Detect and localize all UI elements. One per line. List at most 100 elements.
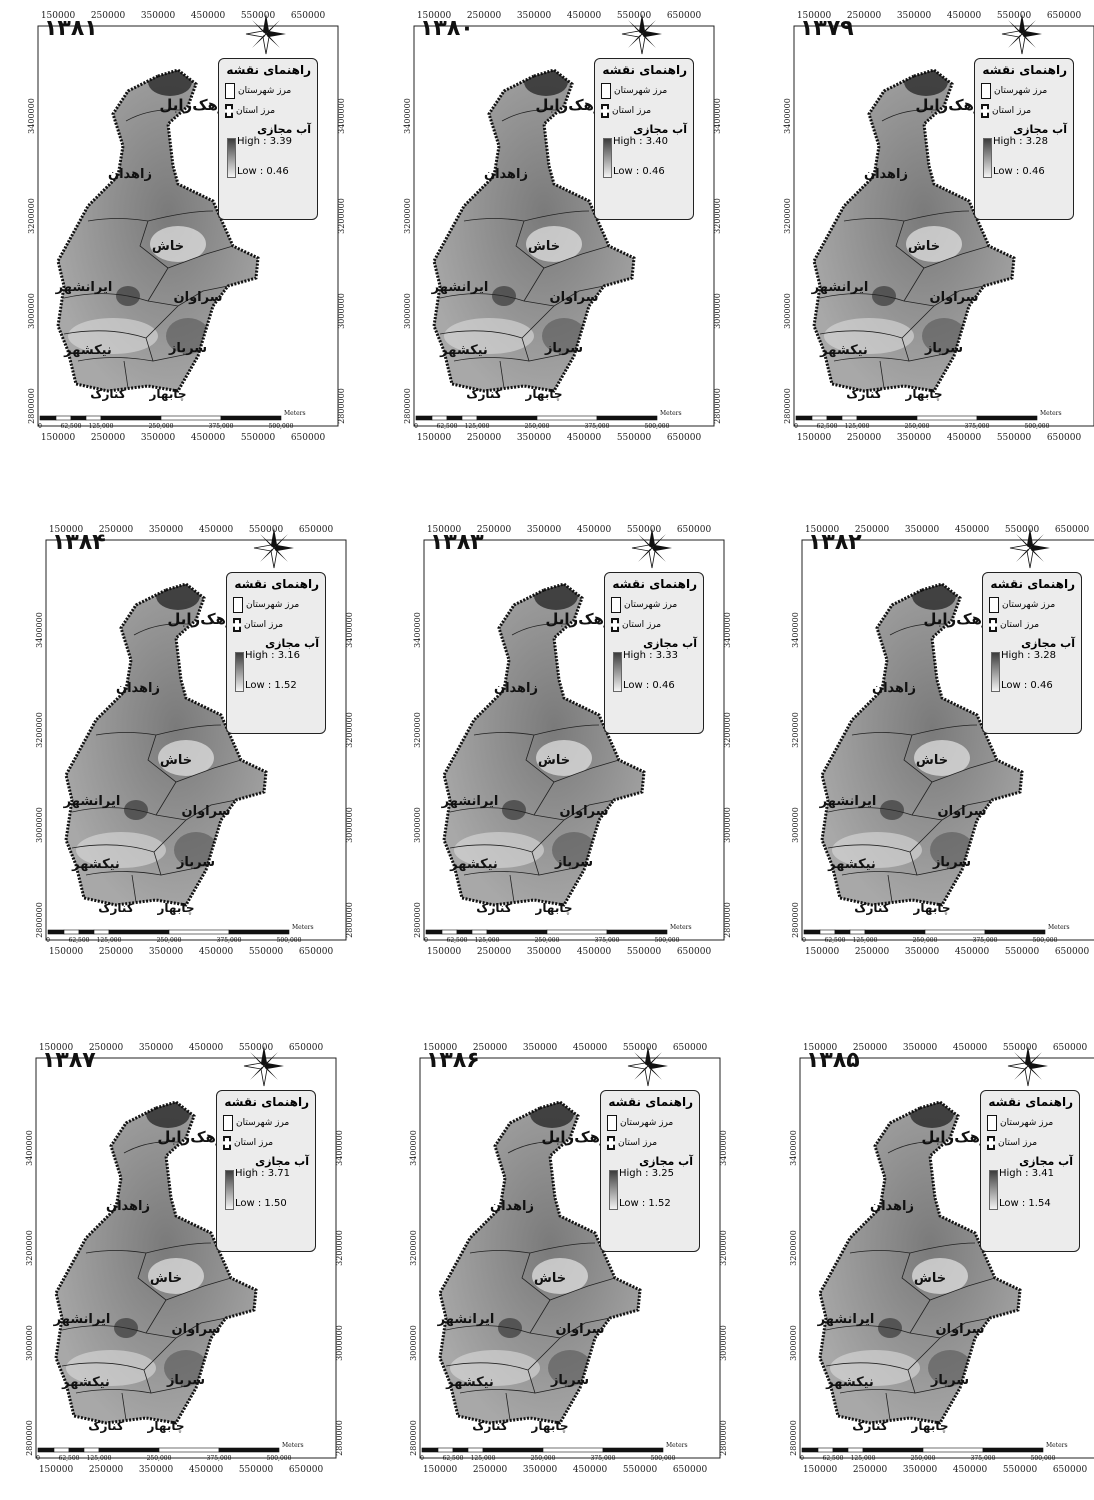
county-border: [463, 871, 540, 876]
scale-bar-label: 375,000: [973, 937, 998, 944]
county-border: [879, 360, 885, 389]
county-border: [63, 305, 179, 339]
x-tick-label-top: 150000: [427, 525, 462, 535]
legend-province-label: مرز استان: [1000, 620, 1040, 630]
province-surface: [56, 1102, 256, 1423]
county-border: [449, 819, 565, 853]
hotspot: [912, 584, 956, 610]
x-tick-label-top: 450000: [199, 525, 234, 535]
x-tick-label-bottom: 150000: [423, 1465, 458, 1475]
legend-title: راهنمای نقشه: [602, 63, 687, 77]
legend-title: راهنمای نقشه: [612, 577, 697, 591]
scale-bar-label: 500,000: [1031, 1455, 1056, 1462]
y-tick-label-right: 2800000: [337, 388, 346, 424]
scale-bar-label: 125,000: [475, 937, 500, 944]
legend-low-value: Low : 1.52: [619, 1198, 671, 1209]
county-label-zahedan: زاهدان: [864, 167, 908, 182]
county-label-nikshahr: نیکشهر: [449, 857, 498, 872]
county-label-iranshahr: ایرانشهر: [63, 794, 121, 809]
y-tick-label-left: 3000000: [35, 807, 44, 843]
y-tick-label-right: 3400000: [719, 1130, 728, 1166]
legend-layer-title: آب مجازی: [643, 637, 697, 650]
y-tick-label-right: 3000000: [335, 1325, 344, 1361]
scale-bar-label: 250,000: [531, 1455, 556, 1462]
county-border: [473, 724, 600, 736]
y-tick-label-left: 3000000: [403, 293, 412, 329]
scale-bar-label: 125,000: [471, 1455, 496, 1462]
scale-bar-label: 500,000: [651, 1455, 676, 1462]
county-border: [841, 871, 918, 876]
county-border: [61, 1299, 167, 1334]
scale-bar-label: 62,500: [61, 423, 82, 430]
legend-county-row: مرز شهرستان: [601, 83, 687, 99]
y-tick-label-left: 3400000: [409, 1130, 418, 1166]
y-tick-label-left: 3400000: [35, 612, 44, 648]
county-border: [155, 799, 237, 821]
county-label-saravan: سراوان: [182, 804, 231, 819]
map-legend: راهنمای نقشه مرز شهرستان مرز استان آب مجازی…: [594, 58, 694, 220]
county-border: [85, 871, 162, 876]
hotspot: [534, 584, 578, 610]
county-label-sarbaz: سرباز: [176, 855, 215, 870]
legend-low-value: Low : 0.46: [993, 166, 1045, 177]
scale-bar: 0 62,500 125,000 250,000 375,000 500,000 Meter…: [38, 410, 306, 430]
y-tick-label-left: 3200000: [783, 198, 792, 234]
scale-bar-label: 375,000: [209, 423, 234, 430]
scale-bar: 0 62,500 125,000 250,000 375,000 500,000 Meter…: [420, 1442, 688, 1462]
x-tick-label-bottom: 250000: [99, 947, 134, 957]
county-label-zahedan: زاهدان: [490, 1199, 534, 1214]
scale-bar-unit: Meters: [282, 1442, 304, 1449]
county-label-nikshahr: نیکشهر: [825, 1375, 874, 1390]
x-tick-label-top: 650000: [299, 525, 334, 535]
legend-low-value: Low : 1.50: [235, 1198, 287, 1209]
color-ramp: High : 3.16 Low : 1.52: [233, 650, 319, 692]
scale-bar-label: 62,500: [825, 937, 846, 944]
lowspot: [150, 226, 206, 262]
county-border: [825, 1299, 931, 1334]
x-tick-label-bottom: 250000: [855, 947, 890, 957]
county-border: [499, 360, 505, 389]
county-label-khash: خاش: [908, 239, 940, 254]
x-tick-label-top: 150000: [803, 1043, 838, 1053]
x-tick-label-bottom: 450000: [577, 947, 612, 957]
scale-bar-label: 125,000: [845, 423, 870, 430]
scale-bar-label: 0: [38, 423, 42, 430]
legend-layer-title: آب مجازی: [255, 1155, 309, 1168]
x-tick-label-bottom: 150000: [39, 1465, 74, 1475]
scale-bar-label: 500,000: [267, 1455, 292, 1462]
map-frame: [423, 539, 725, 941]
map-svg: 150000 150000 250000 250000 350000 350000 4500…: [403, 11, 722, 443]
color-ramp: High : 3.28 Low : 0.46: [989, 650, 1075, 692]
x-tick-label-bottom: 250000: [847, 433, 882, 443]
x-tick-label-bottom: 350000: [517, 433, 552, 443]
county-label-chabahar: چابهار: [531, 1419, 569, 1433]
legend-county-row: مرز شهرستان: [223, 1115, 309, 1131]
x-tick-label-bottom: 650000: [1055, 947, 1090, 957]
color-ramp-bar: [613, 652, 622, 692]
legend-layer-title: آب مجازی: [1013, 123, 1067, 136]
y-tick-label-right: 3400000: [723, 612, 732, 648]
scale-bar-label: 250,000: [913, 937, 938, 944]
lowspot: [912, 1258, 968, 1294]
lowspot: [148, 1258, 204, 1294]
x-tick-label-top: 250000: [847, 11, 882, 21]
y-tick-label-left: 3000000: [25, 1325, 34, 1361]
y-tick-label-right: 3200000: [723, 712, 732, 748]
legend-title: راهنمای نقشه: [224, 1095, 309, 1109]
scale-bar-label: 250,000: [147, 1455, 172, 1462]
province-border: [64, 582, 268, 907]
color-ramp-bar: [983, 138, 992, 178]
north-arrow-icon: [244, 12, 288, 56]
x-tick-label-top: 350000: [517, 11, 552, 21]
color-ramp-bar: [609, 1170, 618, 1210]
x-tick-label-top: 550000: [623, 1043, 658, 1053]
y-tick-label-left: 3200000: [403, 198, 412, 234]
county-label-konarak: کنارک: [88, 1419, 124, 1433]
map-panel: 150000 150000 250000 250000 350000 350000 4500…: [35, 520, 366, 980]
lowspot: [68, 318, 158, 354]
county-border: [827, 781, 933, 816]
x-tick-label-top: 150000: [423, 1043, 458, 1053]
scale-bar-label: 62,500: [823, 1455, 844, 1462]
county-border: [885, 1392, 891, 1421]
county-label-zahak-zabol: زهک‌زابل: [923, 610, 990, 628]
